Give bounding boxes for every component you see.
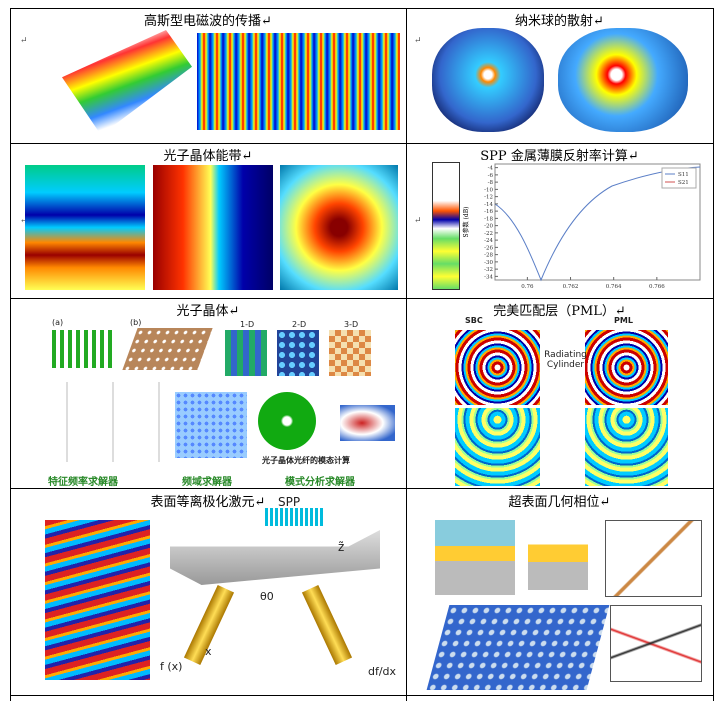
dim-label: 3-D (344, 320, 359, 329)
y-tick-label: -30 (484, 260, 493, 266)
caption: 光子晶体能带↵ (163, 149, 253, 164)
rule (406, 8, 407, 701)
paragraph-mark: ↵ (20, 36, 28, 46)
s-parameter-chart: S参数 (dB) -4-6-8-10-12-14-16-18-20-22-24-… (462, 163, 701, 290)
annotation: SPP (278, 495, 301, 509)
rule (10, 143, 714, 144)
beam (301, 584, 353, 666)
band-mode (280, 165, 398, 290)
y-tick-label: -18 (484, 216, 493, 222)
caption: 超表面几何相位↵ (508, 495, 611, 510)
rule (10, 298, 714, 299)
y-tick-label: -8 (488, 180, 494, 186)
crystal-2d (277, 330, 319, 376)
paragraph-mark: ↵ (414, 36, 422, 46)
rule (10, 488, 714, 489)
fiber (258, 392, 316, 450)
y-tick-label: -14 (484, 202, 493, 208)
y-tick-label: -26 (484, 245, 493, 251)
caption: SPP 金属薄膜反射率计算↵ (480, 149, 639, 164)
annotation: x (205, 645, 212, 658)
caption: 表面等离极化激元↵ (150, 495, 266, 510)
rule (10, 8, 11, 701)
annotation: df/dx (368, 665, 397, 678)
panel-label: SBC (465, 316, 483, 325)
nanosphere (558, 28, 688, 132)
band-mode (25, 165, 145, 290)
crystal-3d (329, 330, 371, 376)
y-tick-label: -24 (484, 238, 493, 244)
y-tick-label: -28 (484, 253, 493, 259)
rule (10, 8, 714, 9)
annotation: z̃ (338, 540, 345, 554)
field-pml (585, 408, 668, 486)
metasurface-array (426, 605, 610, 690)
gaussian-beam-3d (62, 30, 192, 135)
note: 光子晶体光纤的模态计算 (262, 456, 350, 465)
x-tick-label: 0.76 (521, 284, 534, 290)
fiber-mode (340, 405, 395, 441)
prism (170, 530, 380, 585)
hole-slab (122, 328, 213, 370)
caption: 高斯型电磁波的传播↵ (144, 14, 272, 29)
solver-label: 模式分析求解器 (285, 477, 355, 488)
panel-label: PML (614, 316, 633, 325)
spp-wave (265, 508, 325, 526)
band-mode (153, 165, 273, 290)
film-strip (432, 162, 460, 290)
wave-field (197, 33, 400, 130)
paragraph-mark: ↵ (414, 216, 422, 226)
y-tick-label: -4 (488, 166, 494, 172)
metasurface-unit (528, 520, 588, 590)
caption: 纳米球的散射↵ (515, 14, 604, 29)
x-tick-label: 0.762 (563, 284, 579, 290)
y-axis-label: S参数 (dB) (462, 207, 470, 238)
efficiency-plot (610, 605, 702, 682)
x-tick-label: 0.766 (649, 284, 665, 290)
y-tick-label: -22 (484, 231, 493, 237)
paragraph-mark: ↵ (20, 216, 28, 226)
annotation: f (x) (160, 660, 183, 673)
caption: 光子晶体↵ (176, 304, 240, 319)
field-sbc (455, 330, 540, 405)
annotation: Radiating Cylinder (544, 350, 587, 370)
dim-label: 2-D (292, 320, 307, 329)
rule (10, 695, 714, 696)
rod-array (52, 330, 112, 368)
annotation: θ0 (260, 590, 274, 603)
field-map (175, 392, 247, 458)
phase-plot (605, 520, 702, 597)
legend-box (661, 167, 697, 189)
field-pml (585, 330, 668, 405)
rule (713, 8, 714, 701)
field-sbc (455, 408, 540, 486)
curve (494, 166, 701, 282)
panel-label: (a) (52, 318, 64, 327)
y-tick-label: -34 (484, 274, 493, 280)
y-tick-label: -20 (484, 224, 493, 230)
legend-label: S11 (678, 172, 689, 178)
caption: 完美匹配层（PML）↵ (493, 304, 626, 319)
crystal-1d (225, 330, 267, 376)
x-tick-label: 0.764 (606, 284, 622, 290)
metasurface-stack (435, 520, 515, 595)
spp-field-3d (45, 520, 150, 680)
y-tick-label: -12 (484, 195, 493, 201)
y-tick-label: -6 (488, 173, 494, 179)
band-plots (22, 382, 162, 462)
dim-label: 1-D (240, 320, 255, 329)
y-tick-label: -16 (484, 209, 493, 215)
nanosphere (432, 28, 544, 132)
solver-label: 频域求解器 (182, 477, 232, 488)
y-tick-label: -10 (484, 187, 493, 193)
legend-label: S21 (678, 180, 689, 186)
panel-label: (b) (130, 318, 142, 327)
solver-label: 特征频率求解器 (48, 477, 118, 488)
y-tick-label: -32 (484, 267, 493, 273)
